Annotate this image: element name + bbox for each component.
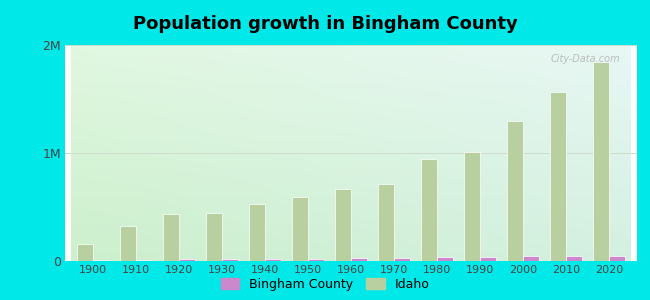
Bar <box>77 244 93 261</box>
Bar <box>292 197 308 261</box>
Bar <box>463 152 480 261</box>
Bar <box>222 259 239 261</box>
Bar <box>507 121 523 261</box>
Bar <box>437 257 453 261</box>
Bar <box>308 259 324 261</box>
Bar <box>394 258 410 261</box>
Bar <box>265 259 281 261</box>
Bar <box>480 257 497 261</box>
Bar <box>566 256 582 261</box>
Bar <box>378 184 394 261</box>
Bar <box>421 159 437 261</box>
Legend: Bingham County, Idaho: Bingham County, Idaho <box>220 278 430 291</box>
Bar <box>550 92 566 261</box>
Bar <box>120 226 136 261</box>
Text: Population growth in Bingham County: Population growth in Bingham County <box>133 15 517 33</box>
Bar <box>179 259 195 261</box>
Bar <box>93 260 109 261</box>
Bar <box>523 256 540 261</box>
Bar <box>205 213 222 261</box>
Bar <box>162 214 179 261</box>
Bar <box>609 256 625 261</box>
Bar <box>351 258 367 261</box>
Bar <box>593 62 609 261</box>
Bar <box>335 189 351 261</box>
Bar <box>136 260 152 261</box>
Text: City-Data.com: City-Data.com <box>550 54 620 64</box>
Bar <box>249 204 265 261</box>
